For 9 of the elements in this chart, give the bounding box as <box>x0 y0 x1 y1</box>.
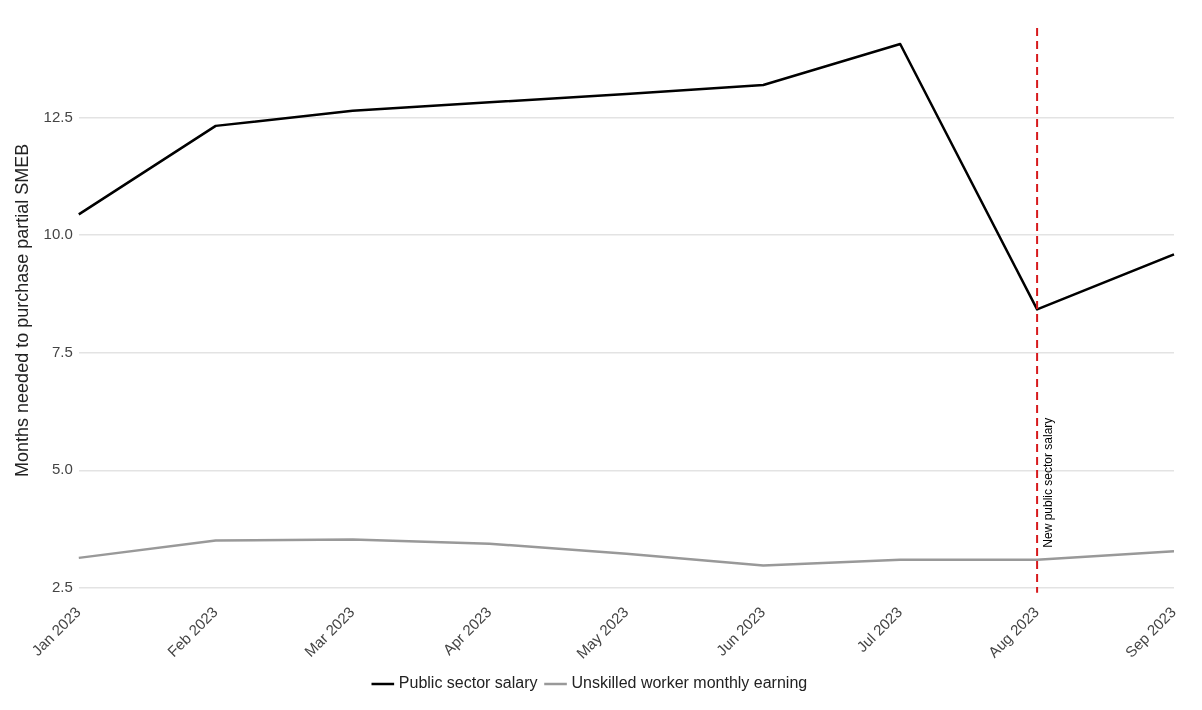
legend-label: Public sector salary <box>398 674 538 692</box>
y-tick-label: 7.5 <box>51 342 73 360</box>
y-tick-label: 12.5 <box>43 107 73 125</box>
y-axis-title: Months needed to purchase partial SMEB <box>11 143 32 477</box>
y-tick-label: 5.0 <box>51 460 73 478</box>
y-tick-label: 2.5 <box>51 578 73 596</box>
y-tick-label: 10.0 <box>43 225 73 243</box>
legend-label: Unskilled worker monthly earning <box>571 674 808 692</box>
ref-line-label: New public sector salary <box>1041 417 1056 548</box>
